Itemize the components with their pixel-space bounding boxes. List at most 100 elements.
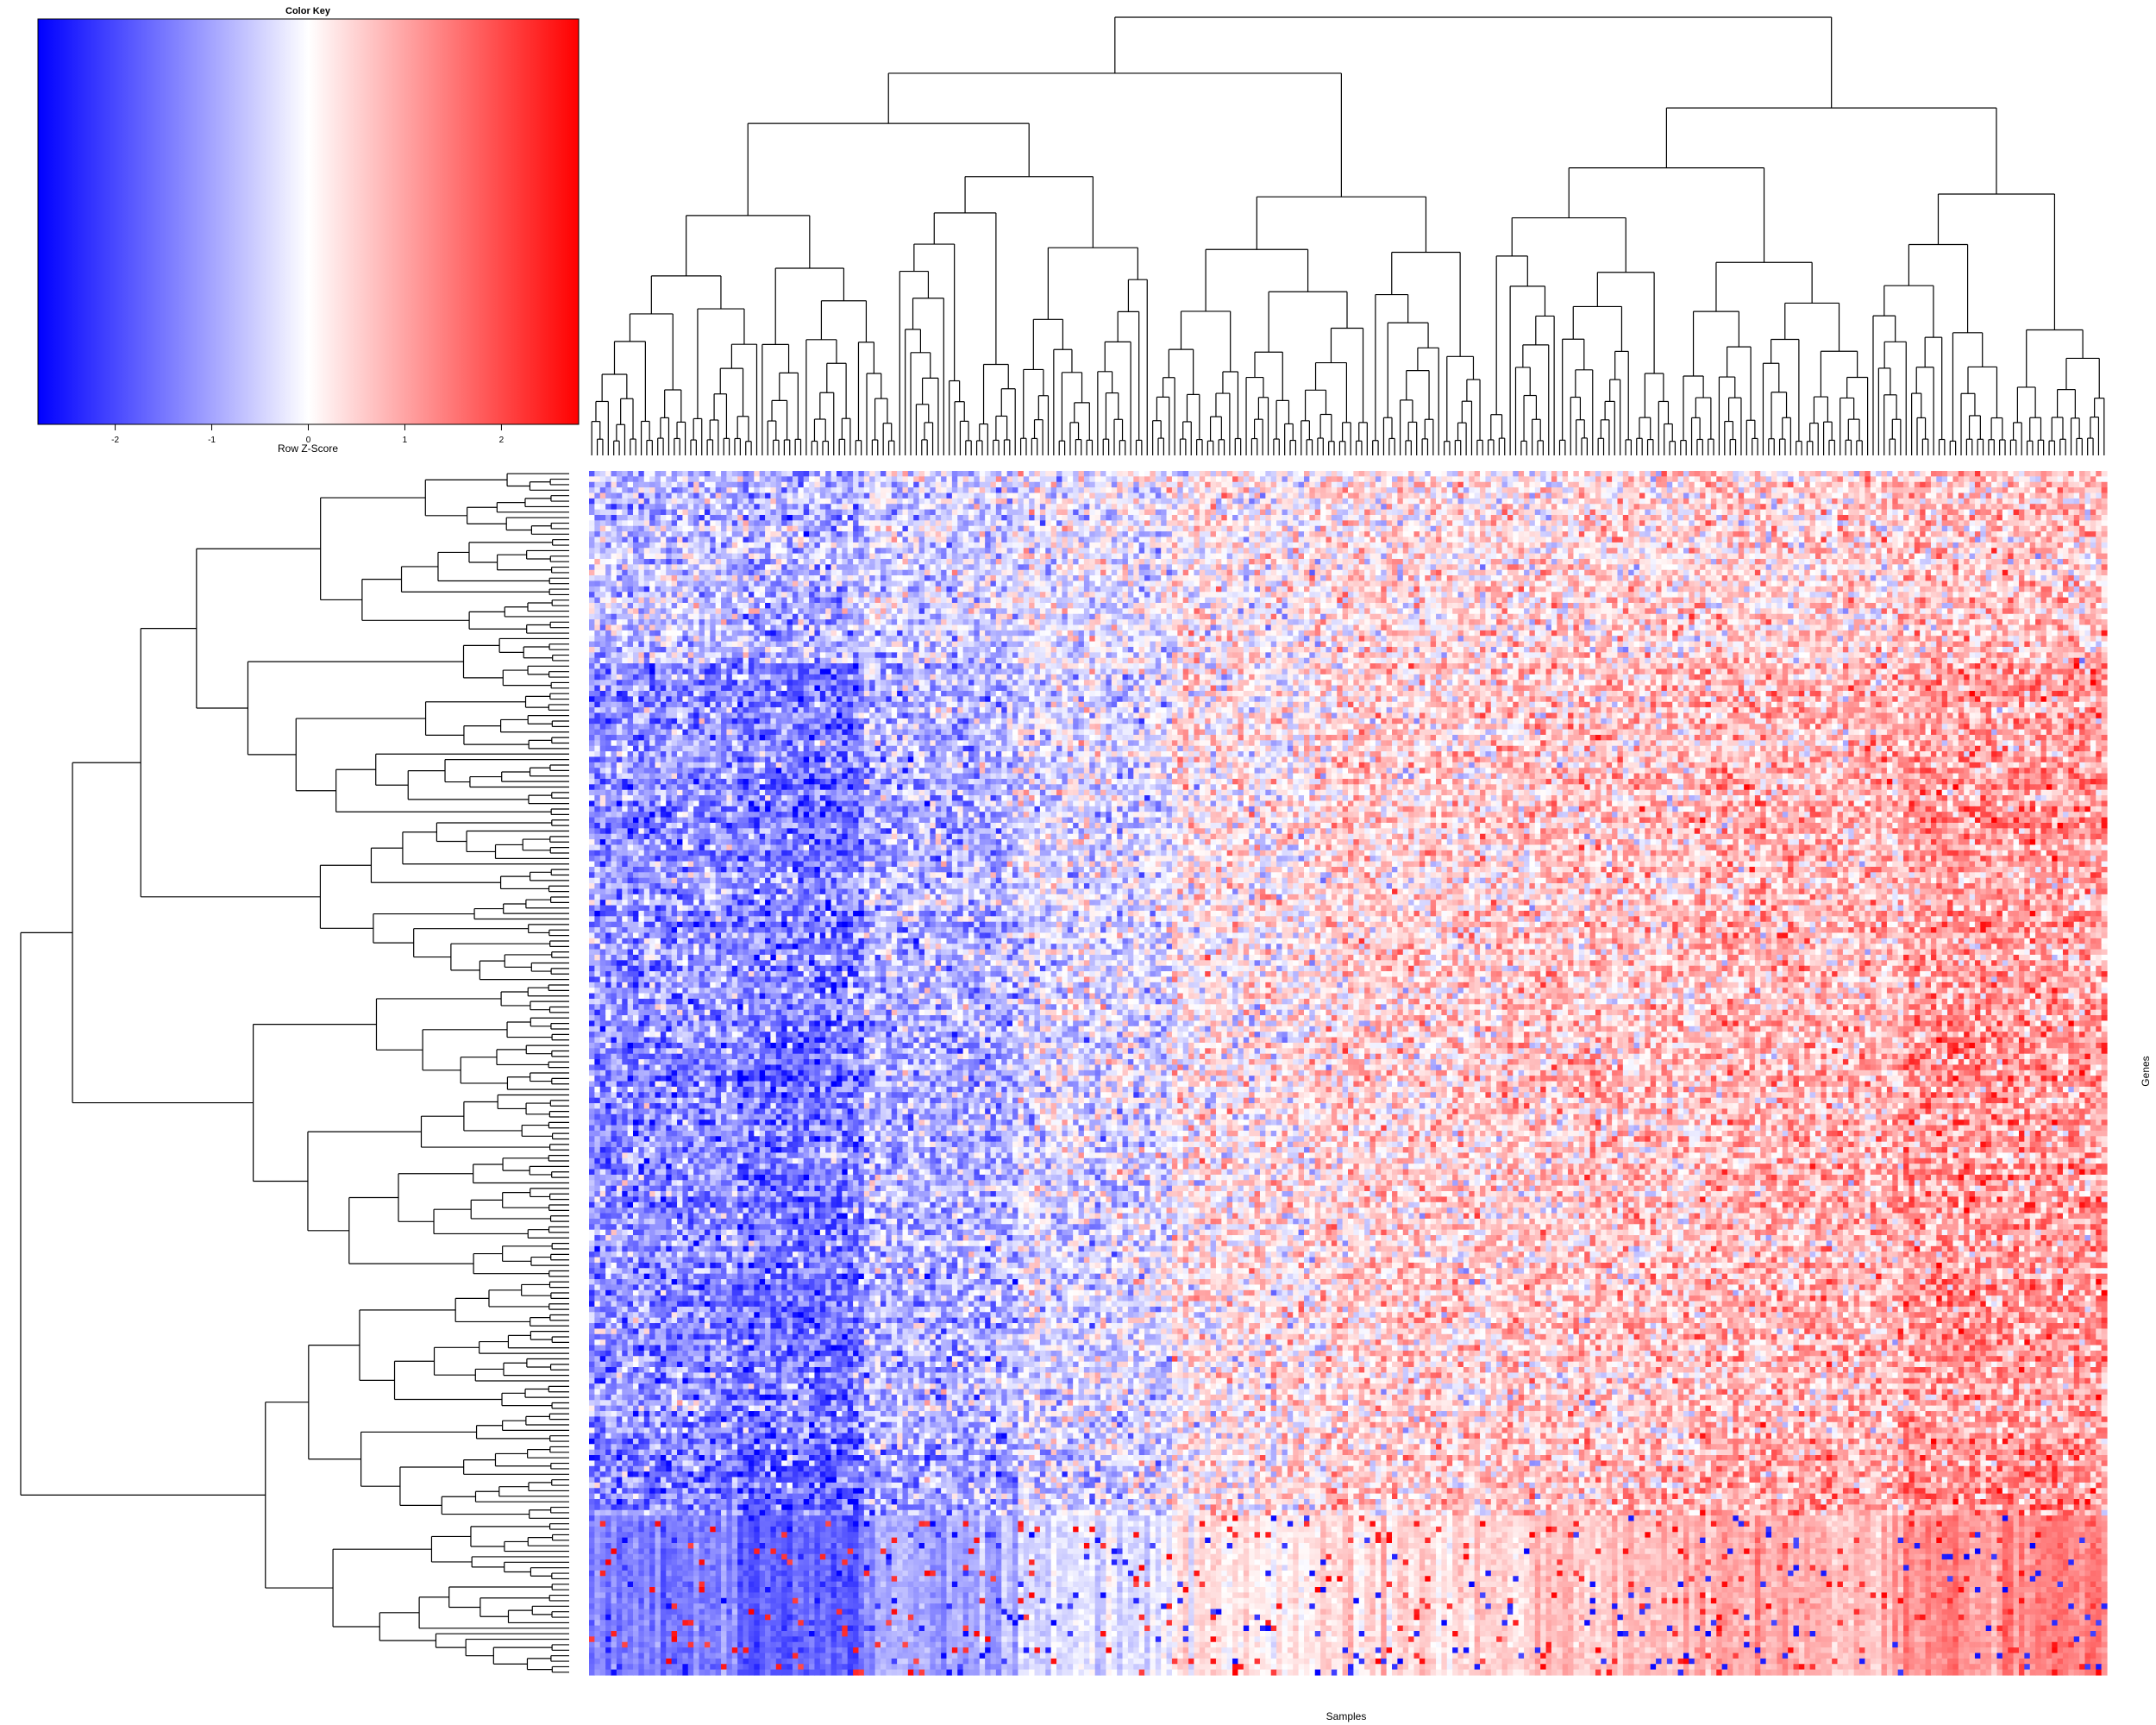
heatmap-cell	[897, 476, 903, 482]
heatmap-cell	[991, 476, 997, 482]
heatmap-cell	[902, 476, 908, 482]
heatmap-cell	[1750, 476, 1756, 482]
heatmap-cell	[1838, 471, 1844, 477]
heatmap-cell	[1683, 471, 1689, 477]
heatmap-cell	[1920, 476, 1926, 482]
heatmap-cell	[1156, 476, 1162, 482]
heatmap-cell	[682, 471, 688, 477]
heatmap-cell	[1408, 471, 1414, 477]
heatmap-cell	[760, 476, 766, 482]
heatmap-cell	[1288, 476, 1294, 482]
heatmap-cell	[1167, 476, 1173, 482]
heatmap-cell	[628, 476, 634, 482]
heatmap-cell	[919, 476, 925, 482]
heatmap-cell	[644, 482, 650, 488]
heatmap-cell	[1876, 471, 1882, 477]
heatmap-cell	[1656, 471, 1662, 477]
heatmap-cell	[1563, 471, 1569, 477]
heatmap-cell	[1172, 471, 1178, 477]
heatmap-cell	[1299, 476, 1305, 482]
heatmap-cell	[957, 471, 963, 477]
heatmap-cell	[924, 482, 931, 488]
heatmap-cell	[1898, 476, 1904, 482]
heatmap-cell	[611, 471, 617, 477]
heatmap-cell	[633, 471, 639, 477]
heatmap-cell	[1964, 476, 1970, 482]
heatmap-cell	[1106, 471, 1112, 477]
heatmap-cell	[1898, 471, 1904, 477]
heatmap-cell	[1035, 476, 1041, 482]
heatmap-cell	[1491, 471, 1497, 477]
heatmap-cell	[655, 471, 661, 477]
heatmap-cell	[1100, 471, 1106, 477]
heatmap-cell	[1678, 476, 1684, 482]
heatmap-cell	[1766, 471, 1772, 477]
heatmap-cell	[858, 476, 864, 482]
heatmap-cell	[1804, 476, 1810, 482]
heatmap-cell	[1733, 476, 1739, 482]
heatmap-cell	[710, 482, 716, 488]
heatmap-cell	[781, 476, 787, 482]
heatmap-cell	[1496, 476, 1502, 482]
heatmap-cell	[1821, 476, 1827, 482]
heatmap-cell	[2058, 476, 2064, 482]
heatmap-cell	[1255, 471, 1261, 477]
heatmap-cell	[1568, 471, 1574, 477]
heatmap-cell	[1661, 476, 1667, 482]
heatmap-cell	[1139, 471, 1145, 477]
heatmap-cell	[1183, 471, 1189, 477]
heatmap-cell	[1205, 476, 1211, 482]
heatmap-cell	[936, 482, 942, 488]
heatmap-cell	[1288, 471, 1294, 477]
heatmap-cell	[1265, 471, 1271, 477]
heatmap-cell	[2068, 476, 2074, 482]
heatmap-cell	[1865, 476, 1871, 482]
heatmap-cell	[754, 471, 760, 477]
color-key-tick-label: 2	[499, 436, 505, 445]
heatmap-cell	[1996, 471, 2002, 477]
heatmap-cell	[1255, 476, 1261, 482]
heatmap-cell	[996, 471, 1002, 477]
heatmap-cell	[716, 471, 722, 477]
row-dendrogram	[21, 474, 569, 1672]
heatmap-cell	[749, 482, 755, 488]
heatmap-cell	[853, 476, 859, 482]
heatmap-cell	[1799, 476, 1805, 482]
heatmap-cell	[2068, 471, 2074, 477]
heatmap-cell	[946, 482, 952, 488]
heatmap-cell	[952, 482, 958, 488]
heatmap-cell	[1882, 471, 1888, 477]
heatmap-cell	[1029, 471, 1035, 477]
heatmap-cell	[699, 476, 705, 482]
heatmap-cell	[605, 471, 611, 477]
heatmap-cell	[770, 471, 776, 477]
heatmap-cell	[908, 471, 914, 477]
heatmap-cell	[1117, 476, 1123, 482]
heatmap-cell	[1903, 476, 1909, 482]
heatmap-cell	[743, 471, 749, 477]
heatmap-cell	[1705, 476, 1711, 482]
heatmap-cell	[875, 476, 881, 482]
heatmap-cell	[1794, 471, 1800, 477]
heatmap-cell	[1524, 476, 1530, 482]
heatmap-cell	[732, 476, 738, 482]
heatmap-cell	[589, 476, 595, 482]
heatmap-cell	[1777, 476, 1783, 482]
heatmap-cell	[1755, 471, 1761, 477]
heatmap-cell	[605, 482, 611, 488]
color-key-tick-label: 1	[403, 436, 408, 445]
heatmap-cell	[1926, 471, 1932, 477]
heatmap-cell	[1139, 476, 1145, 482]
heatmap-cell	[1123, 476, 1129, 482]
heatmap-cell	[1282, 476, 1288, 482]
heatmap-cell	[2046, 476, 2053, 482]
heatmap-cell	[1431, 471, 1437, 477]
heatmap-cell	[875, 482, 881, 488]
heatmap-cell	[1200, 476, 1206, 482]
heatmap-cell	[991, 471, 997, 477]
heatmap-cell	[693, 476, 699, 482]
heatmap-cell	[1843, 471, 1849, 477]
heatmap-cell	[677, 482, 683, 488]
heatmap-cell	[1848, 471, 1854, 477]
heatmap-cell	[1227, 476, 1233, 482]
